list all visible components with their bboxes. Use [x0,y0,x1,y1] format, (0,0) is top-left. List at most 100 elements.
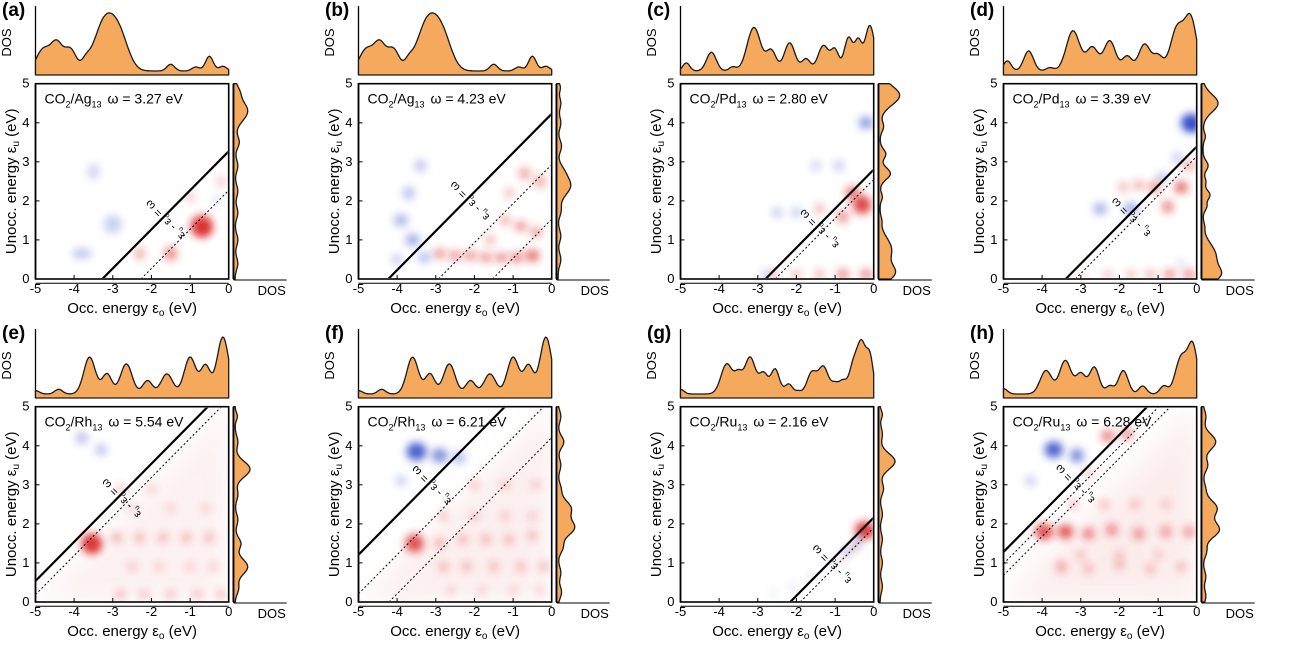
svg-text:2: 2 [667,515,674,530]
svg-text:-1: -1 [1152,604,1164,619]
svg-text:DOS: DOS [323,351,337,380]
svg-text:2: 2 [345,515,352,530]
svg-text:(h): (h) [970,323,994,344]
svg-text:-4: -4 [713,281,725,296]
svg-text:0: 0 [990,594,997,609]
svg-text:εu - εo = ω: εu - εo = ω [1053,460,1099,506]
svg-text:3: 3 [22,154,29,169]
svg-text:0: 0 [22,594,29,609]
svg-text:-2: -2 [146,281,158,296]
svg-text:Occ. energy εo (eV): Occ. energy εo (eV) [67,623,197,642]
svg-text:DOS: DOS [1225,283,1254,298]
svg-text:0: 0 [22,271,29,286]
svg-text:1: 1 [22,554,29,569]
svg-text:-4: -4 [68,281,80,296]
svg-text:(b): (b) [325,0,349,21]
svg-text:4: 4 [990,437,997,452]
svg-text:-2: -2 [1113,281,1125,296]
svg-text:(d): (d) [970,0,994,21]
svg-text:4: 4 [990,115,997,130]
svg-text:Occ. energy εo (eV): Occ. energy εo (eV) [390,300,520,319]
svg-text:-1: -1 [829,604,841,619]
svg-text:1: 1 [990,232,997,247]
svg-text:-5: -5 [675,281,687,296]
svg-text:4: 4 [667,437,674,452]
svg-text:4: 4 [345,115,352,130]
svg-text:5: 5 [345,76,352,91]
svg-text:-2: -2 [1113,604,1125,619]
svg-text:0: 0 [1193,281,1200,296]
svg-text:0: 0 [667,271,674,286]
svg-text:DOS: DOS [903,606,932,621]
svg-text:-5: -5 [997,604,1009,619]
svg-text:3: 3 [667,154,674,169]
svg-text:(g): (g) [647,323,671,344]
svg-text:3: 3 [345,476,352,491]
svg-text:Unocc. energy εu (eV): Unocc. energy εu (eV) [3,108,22,254]
svg-text:Occ. energy εo (eV): Occ. energy εo (eV) [712,300,842,319]
svg-text:-3: -3 [107,604,119,619]
svg-text:DOS: DOS [903,283,932,298]
svg-text:εu - εo = ω: εu - εo = ω [447,177,493,223]
svg-text:(e): (e) [2,323,25,344]
svg-text:2: 2 [990,193,997,208]
svg-text:-2: -2 [146,604,158,619]
svg-text:Occ. energy εo (eV): Occ. energy εo (eV) [390,623,520,642]
svg-text:Occ. energy εo (eV): Occ. energy εo (eV) [67,300,197,319]
svg-text:(a): (a) [2,0,25,21]
svg-text:DOS: DOS [258,606,287,621]
svg-text:εu - εo = ω: εu - εo = ω [143,196,189,242]
svg-text:DOS: DOS [580,283,609,298]
svg-text:-3: -3 [107,281,119,296]
svg-text:DOS: DOS [968,28,982,57]
svg-text:-4: -4 [391,281,403,296]
svg-text:-5: -5 [675,604,687,619]
svg-text:0: 0 [870,281,877,296]
svg-text:1: 1 [345,232,352,247]
svg-text:DOS: DOS [0,351,14,380]
svg-text:Unocc. energy εu (eV): Unocc. energy εu (eV) [971,108,990,254]
svg-text:3: 3 [22,476,29,491]
svg-text:0: 0 [548,604,555,619]
svg-text:Unocc. energy εu (eV): Unocc. energy εu (eV) [971,431,990,577]
svg-text:DOS: DOS [580,606,609,621]
svg-text:5: 5 [990,76,997,91]
svg-text:2: 2 [990,515,997,530]
svg-text:Unocc. energy εu (eV): Unocc. energy εu (eV) [648,431,667,577]
svg-text:-1: -1 [184,281,196,296]
svg-text:Unocc. energy εu (eV): Unocc. energy εu (eV) [648,108,667,254]
svg-text:-3: -3 [1075,281,1087,296]
svg-text:-1: -1 [1152,281,1164,296]
svg-text:-4: -4 [713,604,725,619]
svg-text:1: 1 [667,554,674,569]
svg-text:DOS: DOS [0,28,14,57]
svg-text:-3: -3 [430,281,442,296]
svg-text:-3: -3 [752,281,764,296]
svg-text:4: 4 [667,115,674,130]
svg-text:-2: -2 [468,604,480,619]
svg-text:-3: -3 [430,604,442,619]
svg-text:Occ. energy εo (eV): Occ. energy εo (eV) [1035,623,1165,642]
svg-text:3: 3 [667,476,674,491]
svg-text:4: 4 [22,115,29,130]
svg-text:-3: -3 [1075,604,1087,619]
svg-text:DOS: DOS [968,351,982,380]
svg-text:5: 5 [667,76,674,91]
svg-text:1: 1 [22,232,29,247]
svg-text:2: 2 [345,193,352,208]
svg-text:Occ. energy εo (eV): Occ. energy εo (eV) [1035,300,1165,319]
svg-text:-1: -1 [507,604,519,619]
svg-text:2: 2 [667,193,674,208]
svg-text:1: 1 [667,232,674,247]
svg-text:-4: -4 [391,604,403,619]
svg-text:DOS: DOS [323,28,337,57]
svg-text:-5: -5 [30,281,42,296]
svg-text:4: 4 [345,437,352,452]
svg-text:-5: -5 [997,281,1009,296]
svg-text:-2: -2 [468,281,480,296]
svg-text:3: 3 [990,154,997,169]
svg-text:0: 0 [990,271,997,286]
